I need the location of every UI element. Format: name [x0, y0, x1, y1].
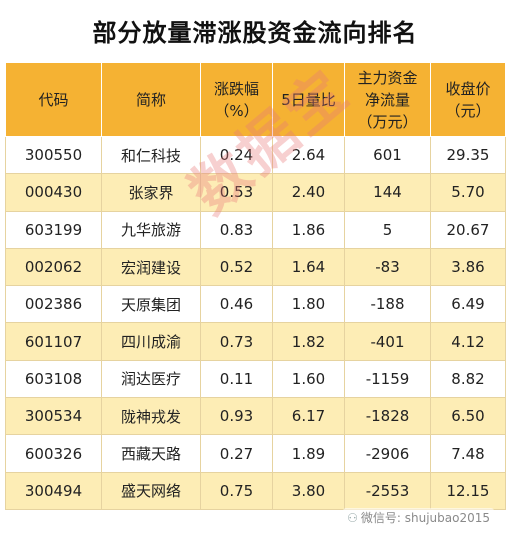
cell-vol-ratio: 2.40 [272, 173, 345, 212]
cell-code: 603199 [5, 210, 102, 249]
cell-net-flow: 144 [344, 173, 431, 212]
cell-close-price: 20.67 [430, 210, 506, 249]
table-row: 300494 盛天网络 0.75 3.80 -2553 12.15 [5, 471, 506, 510]
table-row: 300534 陇神戎发 0.93 6.17 -1828 6.50 [5, 397, 506, 436]
column-header-close-price: 收盘价 （元） [430, 62, 506, 137]
cell-close-price: 6.50 [430, 397, 506, 436]
cell-net-flow: -1159 [344, 359, 431, 399]
cell-net-flow: -1828 [344, 397, 431, 436]
source-label: ⚇ 微信号: shujubao2015 [343, 508, 494, 527]
cell-change-pct: 0.75 [200, 471, 273, 510]
cell-change-pct: 0.73 [200, 322, 273, 361]
cell-net-flow: -2553 [344, 471, 431, 510]
cell-vol-ratio: 2.64 [272, 135, 345, 175]
table-header-row: 代码 简称 涨跌幅 （%） 5日量比 主力资金 净流量 （万元） 收盘价 （元） [5, 62, 506, 137]
fund-flow-table: 代码 简称 涨跌幅 （%） 5日量比 主力资金 净流量 （万元） 收盘价 （元） 3005… [5, 62, 506, 510]
cell-name: 和仁科技 [101, 135, 201, 175]
cell-close-price: 5.70 [430, 173, 506, 212]
cell-close-price: 8.82 [430, 359, 506, 399]
table-row: 603108 润达医疗 0.11 1.60 -1159 8.82 [5, 359, 506, 399]
cell-net-flow: -188 [344, 285, 431, 324]
cell-vol-ratio: 1.86 [272, 210, 345, 249]
cell-code: 601107 [5, 322, 102, 361]
cell-close-price: 4.12 [430, 322, 506, 361]
cell-change-pct: 0.46 [200, 285, 273, 324]
cell-change-pct: 0.93 [200, 397, 273, 436]
cell-vol-ratio: 1.60 [272, 359, 345, 399]
cell-vol-ratio: 6.17 [272, 397, 345, 436]
source-text: 微信号: shujubao2015 [360, 511, 490, 525]
cell-name: 宏润建设 [101, 247, 201, 287]
cell-close-price: 29.35 [430, 135, 506, 175]
cell-close-price: 12.15 [430, 471, 506, 510]
cell-close-price: 7.48 [430, 434, 506, 473]
wechat-icon: ⚇ [347, 511, 358, 525]
cell-code: 603108 [5, 359, 102, 399]
table-row: 002386 天原集团 0.46 1.80 -188 6.49 [5, 285, 506, 324]
cell-close-price: 6.49 [430, 285, 506, 324]
table-row: 603199 九华旅游 0.83 1.86 5 20.67 [5, 210, 506, 249]
cell-code: 300494 [5, 471, 102, 510]
cell-vol-ratio: 1.80 [272, 285, 345, 324]
cell-net-flow: -401 [344, 322, 431, 361]
cell-change-pct: 0.27 [200, 434, 273, 473]
cell-name: 张家界 [101, 173, 201, 212]
cell-code: 300534 [5, 397, 102, 436]
column-header-net-flow: 主力资金 净流量 （万元） [344, 62, 431, 137]
table-row: 000430 张家界 0.53 2.40 144 5.70 [5, 173, 506, 212]
cell-change-pct: 0.52 [200, 247, 273, 287]
cell-name: 九华旅游 [101, 210, 201, 249]
cell-net-flow: -83 [344, 247, 431, 287]
table-row: 600326 西藏天路 0.27 1.89 -2906 7.48 [5, 434, 506, 473]
cell-code: 300550 [5, 135, 102, 175]
cell-name: 四川成渝 [101, 322, 201, 361]
column-header-name: 简称 [101, 62, 201, 137]
cell-change-pct: 0.83 [200, 210, 273, 249]
cell-name: 天原集团 [101, 285, 201, 324]
column-header-change-pct: 涨跌幅 （%） [200, 62, 273, 137]
cell-vol-ratio: 3.80 [272, 471, 345, 510]
cell-vol-ratio: 1.64 [272, 247, 345, 287]
cell-change-pct: 0.53 [200, 173, 273, 212]
cell-name: 盛天网络 [101, 471, 201, 510]
cell-net-flow: -2906 [344, 434, 431, 473]
table-row: 601107 四川成渝 0.73 1.82 -401 4.12 [5, 322, 506, 361]
column-header-vol-ratio: 5日量比 [272, 62, 345, 137]
cell-code: 600326 [5, 434, 102, 473]
cell-net-flow: 5 [344, 210, 431, 249]
cell-change-pct: 0.11 [200, 359, 273, 399]
table-row: 002062 宏润建设 0.52 1.64 -83 3.86 [5, 247, 506, 287]
cell-code: 000430 [5, 173, 102, 212]
cell-close-price: 3.86 [430, 247, 506, 287]
cell-change-pct: 0.24 [200, 135, 273, 175]
cell-vol-ratio: 1.82 [272, 322, 345, 361]
column-header-code: 代码 [5, 62, 102, 137]
cell-code: 002062 [5, 247, 102, 287]
cell-name: 润达医疗 [101, 359, 201, 399]
cell-code: 002386 [5, 285, 102, 324]
cell-net-flow: 601 [344, 135, 431, 175]
cell-name: 西藏天路 [101, 434, 201, 473]
cell-vol-ratio: 1.89 [272, 434, 345, 473]
cell-name: 陇神戎发 [101, 397, 201, 436]
page-title: 部分放量滞涨股资金流向排名 [92, 19, 418, 47]
table-row: 300550 和仁科技 0.24 2.64 601 29.35 [5, 135, 506, 175]
